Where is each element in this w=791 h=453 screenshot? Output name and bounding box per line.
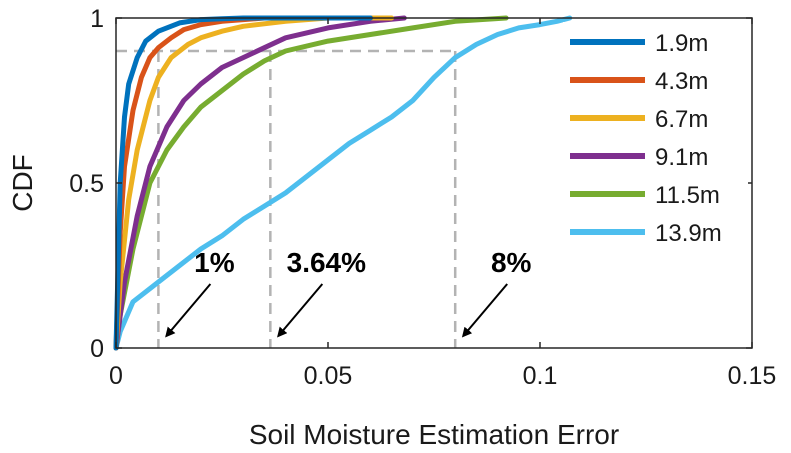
legend-label: 4.3m bbox=[655, 68, 708, 95]
annotation-label: 1% bbox=[194, 247, 235, 278]
series-lines bbox=[113, 15, 573, 351]
y-axis-title: CDF bbox=[7, 154, 38, 212]
x-axis-title: Soil Moisture Estimation Error bbox=[249, 419, 619, 450]
y-tick-label: 1 bbox=[90, 5, 104, 33]
annotation-label: 3.64% bbox=[287, 247, 366, 278]
x-tick-label: 0.1 bbox=[523, 362, 558, 390]
legend-label: 9.1m bbox=[655, 144, 708, 171]
legend-label: 6.7m bbox=[655, 106, 708, 133]
series-line-6-7m bbox=[113, 15, 395, 351]
series-line-4-3m bbox=[113, 15, 373, 351]
x-tick-label: 0.05 bbox=[304, 362, 353, 390]
legend-box bbox=[563, 22, 748, 244]
x-tick-label: 0 bbox=[109, 362, 123, 390]
ticks: 0 0.05 0.1 0.15 0 0.5 1 bbox=[69, 5, 776, 390]
series-line-11-5m bbox=[113, 15, 509, 351]
annotations: 1% 3.64% 8% bbox=[165, 247, 532, 338]
y-tick-label: 0.5 bbox=[69, 170, 104, 198]
legend-label: 11.5m bbox=[655, 182, 720, 209]
x-tick-label: 0.15 bbox=[728, 362, 777, 390]
annotation-arrow-0 bbox=[165, 283, 212, 338]
legend-label: 13.9m bbox=[655, 220, 722, 247]
legend: 1.9m 4.3m 6.7m 9.1m 11.5m 13.9m bbox=[563, 22, 748, 247]
annotation-arrow-1 bbox=[277, 283, 324, 338]
series-line-13-9m bbox=[113, 15, 573, 351]
annotation-label: 8% bbox=[491, 247, 532, 278]
annotation-arrow-2 bbox=[461, 283, 508, 338]
series-line-9-1m bbox=[113, 15, 407, 351]
legend-label: 1.9m bbox=[655, 30, 708, 57]
y-tick-label: 0 bbox=[90, 335, 104, 363]
